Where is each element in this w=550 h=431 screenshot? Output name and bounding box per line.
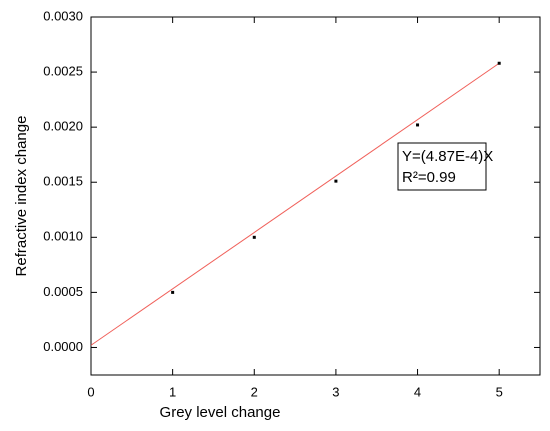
x-tick-label: 4: [414, 384, 421, 399]
plot-frame: [90, 16, 541, 376]
y-axis-label: Refractive index change: [13, 116, 30, 277]
annotation: Y=(4.87E-4)X: [402, 148, 493, 165]
data-point: [171, 290, 175, 294]
data-point: [252, 235, 256, 239]
x-axis-label: Grey level change: [160, 404, 281, 421]
x-tick-label: 5: [496, 384, 503, 399]
x-tick-label: 2: [251, 384, 258, 399]
data-point: [416, 123, 420, 127]
fit-line: [90, 62, 500, 346]
y-tick-label: 0.0020: [43, 119, 83, 134]
data-point: [497, 61, 501, 65]
y-tick-label: 0.0000: [43, 339, 83, 354]
annotation: R²=0.99: [402, 169, 456, 186]
x-tick-label: 3: [332, 384, 339, 399]
y-tick-label: 0.0025: [43, 64, 83, 79]
annotation-box: [397, 142, 487, 191]
y-tick-label: 0.0030: [43, 8, 83, 23]
x-tick-label: 0: [87, 384, 94, 399]
y-tick-label: 0.0010: [43, 229, 83, 244]
x-tick-label: 1: [169, 384, 176, 399]
y-tick-label: 0.0005: [43, 284, 83, 299]
data-point: [334, 179, 338, 183]
y-tick-label: 0.0015: [43, 174, 83, 189]
